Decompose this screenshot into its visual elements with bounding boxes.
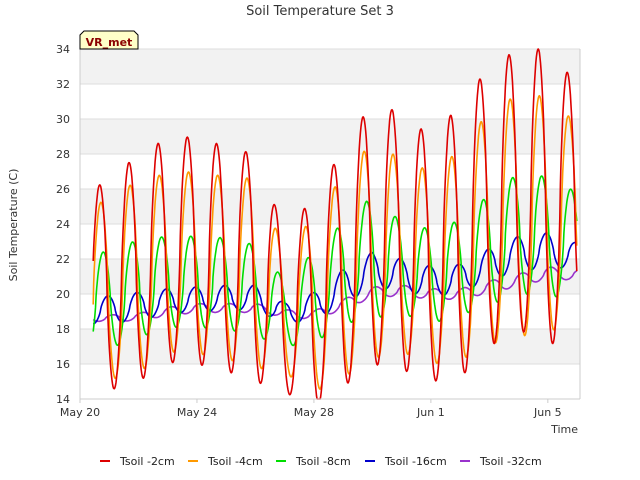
series-line-tsoil-32cm <box>92 266 578 323</box>
x-tick-labels: May 20 May 24 May 28 Jun 1 Jun 5 <box>60 399 562 419</box>
series-line-tsoil-4cm <box>92 94 578 390</box>
legend: Tsoil -2cm Tsoil -4cm Tsoil -8cm Tsoil -16c… <box>100 455 542 468</box>
y-tick-label: 30 <box>56 113 70 126</box>
vr-met-badge: VR_met <box>79 30 139 50</box>
x-tick-label: Jun 1 <box>416 406 445 419</box>
y-tick-labels: 14 16 18 20 22 24 26 28 30 32 34 <box>56 43 70 406</box>
y-tick-label: 18 <box>56 323 70 336</box>
y-tick-label: 28 <box>56 148 70 161</box>
y-tick-label: 24 <box>56 218 70 231</box>
series-line-tsoil-16cm <box>92 232 578 325</box>
plot-band <box>80 119 580 154</box>
y-tick-label: 20 <box>56 288 70 301</box>
plot-band <box>80 364 580 399</box>
plot-band <box>80 49 580 84</box>
x-tick-label: Jun 5 <box>533 406 562 419</box>
plot-band <box>80 84 580 119</box>
chart-title: Soil Temperature Set 3 <box>246 4 394 19</box>
legend-label: Tsoil -16cm <box>384 455 447 468</box>
x-tick-label: May 24 <box>177 406 217 419</box>
series-line-tsoil-2cm <box>92 48 578 400</box>
plot-band <box>80 329 580 364</box>
y-tick-label: 14 <box>56 393 70 406</box>
axes <box>79 49 581 400</box>
x-axis-label: Time <box>550 423 578 436</box>
legend-label: Tsoil -4cm <box>207 455 263 468</box>
y-tick-label: 22 <box>56 253 70 266</box>
badge-label: VR_met <box>86 36 133 49</box>
y-axis-label: Soil Temperature (C) <box>7 169 20 282</box>
series-layer <box>92 48 578 400</box>
y-tick-label: 26 <box>56 183 70 196</box>
legend-label: Tsoil -32cm <box>479 455 542 468</box>
legend-label: Tsoil -2cm <box>119 455 175 468</box>
series-line-tsoil-8cm <box>92 175 578 347</box>
y-tick-label: 16 <box>56 358 70 371</box>
plot-band <box>80 294 580 329</box>
y-tick-label: 34 <box>56 43 70 56</box>
legend-label: Tsoil -8cm <box>295 455 351 468</box>
y-tick-label: 32 <box>56 78 70 91</box>
badge-box <box>79 30 139 50</box>
x-tick-label: May 20 <box>60 406 100 419</box>
x-tick-label: May 28 <box>294 406 334 419</box>
